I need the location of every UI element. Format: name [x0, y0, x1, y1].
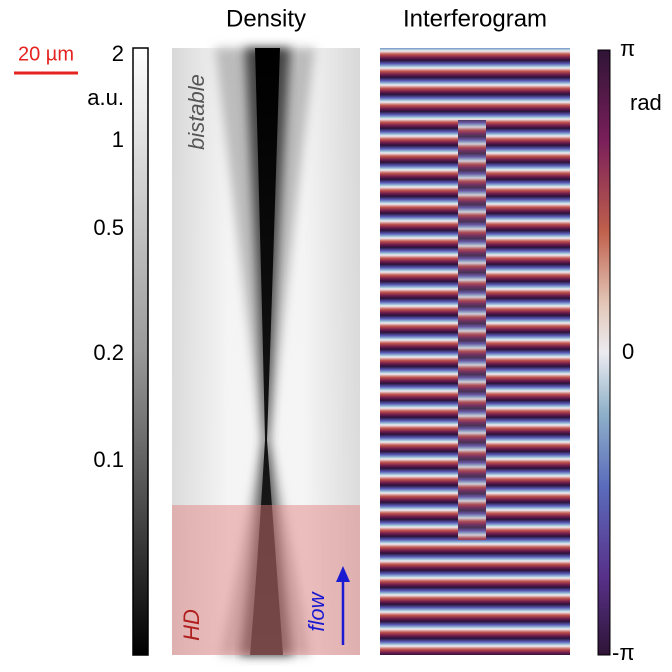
region-label: HD: [179, 609, 204, 641]
panel-title: Density: [226, 5, 306, 32]
region-label: bistable: [184, 74, 209, 150]
interferogram-image: [380, 48, 570, 655]
colorbar-tick: 0.2: [93, 340, 124, 365]
colorbar-tick: 0: [622, 339, 634, 364]
colorbar-unit: a.u.: [87, 85, 124, 110]
phase-colorbar: [597, 49, 611, 656]
colorbar-tick: π: [620, 36, 635, 61]
colorbar-tick: 1: [112, 127, 124, 152]
colorbar-tick: 0.1: [93, 447, 124, 472]
panel-title: Interferogram: [403, 5, 547, 32]
arrow-label: flow: [304, 590, 329, 631]
colorbar-unit: rad: [630, 90, 662, 115]
colorbar-tick: 2: [112, 41, 124, 66]
scale-bar-label: 20 µm: [18, 43, 74, 65]
colorbar-tick: 0.5: [93, 215, 124, 240]
density-colorbar: [132, 47, 149, 656]
colorbar-tick: -π: [612, 640, 635, 665]
density-image: [172, 48, 360, 655]
flow-arrow-head: [336, 566, 350, 582]
